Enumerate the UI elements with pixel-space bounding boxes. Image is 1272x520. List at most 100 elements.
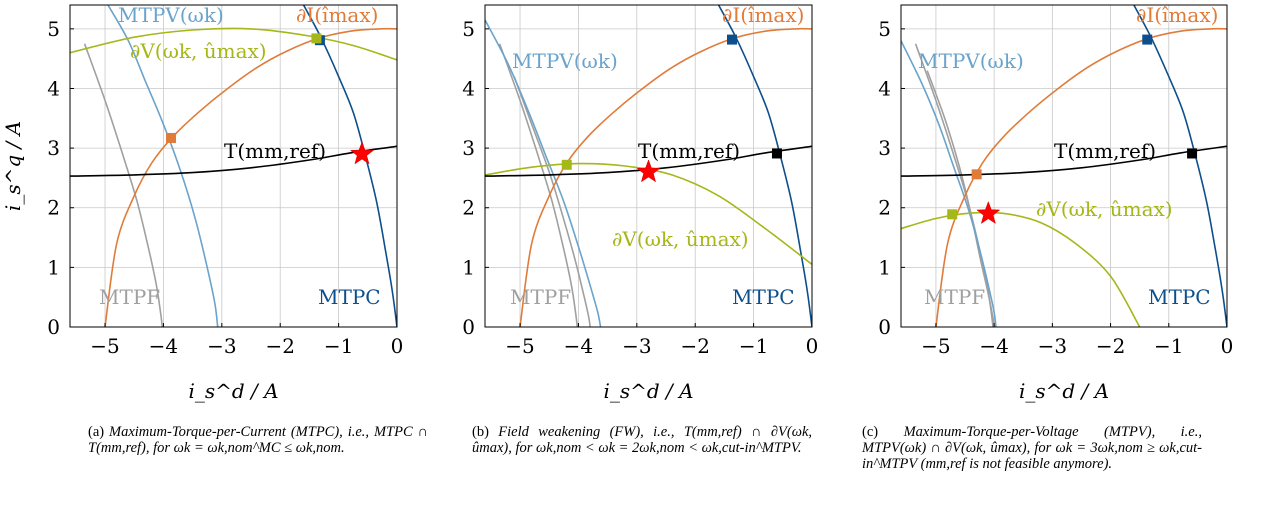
curve-label-current_limit: ∂I(îmax): [722, 3, 804, 27]
marker-star: [976, 200, 1001, 224]
x-tick-label: −2: [265, 334, 294, 358]
caption-tag: (a): [88, 424, 105, 440]
y-tick-label: 0: [878, 315, 891, 339]
marker-square: [1142, 34, 1153, 45]
plot-frame: [900, 4, 1228, 328]
marker-square: [947, 209, 958, 220]
y-tick-label: 1: [462, 255, 475, 279]
x-axis-label: i_s^d / A: [603, 379, 693, 403]
y-tick-label: 4: [878, 76, 891, 100]
x-tick-label: −2: [1096, 334, 1125, 358]
caption-b: (b) Field weakening (FW), i.e., T(mm,ref…: [472, 424, 812, 456]
x-tick-label: −2: [680, 334, 709, 358]
curve-label-mtpf: MTPF: [924, 285, 985, 309]
curve-label-mtpc: MTPC: [1148, 285, 1211, 309]
curve-label-current_limit: ∂I(îmax): [296, 3, 378, 27]
curve-label-current_limit: ∂I(îmax): [1136, 3, 1218, 27]
y-tick-label: 0: [47, 315, 60, 339]
caption-text: Maximum-Torque-per-Current (MTPC), i.e.,…: [88, 424, 429, 456]
series-line-mtpv: [901, 40, 997, 327]
series-line-mtpf: [498, 43, 579, 327]
caption-a: (a) Maximum-Torque-per-Current (MTPC), i…: [88, 424, 428, 456]
y-tick-label: 5: [878, 17, 891, 41]
y-tick-label: 0: [462, 315, 475, 339]
series-line-torque: [70, 145, 397, 177]
panel-b: −5 −4 −3 −2 −1 0 0 1 2 3 4 5 i_s^d / A MTPV(ωk) ∂I(îma…: [462, 3, 818, 403]
marker-square: [771, 148, 782, 159]
curve-label-voltage_limit: ∂V(ωk, ûmax): [130, 39, 267, 63]
y-tick-label: 1: [47, 255, 60, 279]
curve-label-mtpf: MTPF: [99, 285, 160, 309]
marker-square: [561, 159, 572, 170]
series-line-mtpc: [717, 5, 812, 327]
marker-star: [636, 159, 661, 183]
series-line-mtpc: [1133, 5, 1227, 327]
series-line-torque: [901, 145, 1227, 177]
marker-square: [971, 169, 982, 180]
x-tick-label: 0: [1221, 334, 1234, 358]
series-line-current_limit: [104, 27, 397, 327]
series-line-mtpf: [513, 76, 591, 327]
x-axis-label: i_s^d / A: [1019, 379, 1109, 403]
marker-square: [727, 34, 738, 45]
caption-text: Field weakening (FW), i.e., T(mm,ref) ∩ …: [472, 424, 813, 456]
x-tick-label: −3: [622, 334, 651, 358]
curve-label-voltage_limit: ∂V(ωk, ûmax): [612, 227, 749, 251]
y-tick-label: 2: [878, 196, 891, 220]
plot-frame: [484, 4, 813, 328]
x-tick-label: 0: [391, 334, 404, 358]
x-tick-label: −4: [149, 334, 178, 358]
y-tick-label: 3: [462, 136, 475, 160]
curve-label-mtpc: MTPC: [732, 285, 795, 309]
panel-c: −5 −4 −3 −2 −1 0 0 1 2 3 4 5 i_s^d / A MTPV(ωk) ∂I(îma…: [878, 3, 1233, 403]
marker-star: [349, 141, 375, 165]
y-tick-label: 5: [462, 17, 475, 41]
series-line-voltage_limit: [901, 211, 1141, 327]
curve-label-mtpv: MTPV(ωk): [918, 49, 1024, 73]
series-line-mtpc: [302, 5, 397, 327]
series-group: [485, 5, 812, 327]
series-line-torque: [485, 145, 812, 177]
caption-tag: (c): [862, 424, 879, 440]
marker-square: [166, 132, 177, 143]
series-line-voltage_limit: [70, 27, 397, 61]
caption-c: (c) Maximum-Torque-per-Voltage (MTPV), i…: [862, 424, 1202, 472]
x-tick-label: −1: [739, 334, 768, 358]
x-tick-label: −4: [979, 334, 1008, 358]
y-tick-label: 2: [47, 196, 60, 220]
caption-text: Maximum-Torque-per-Voltage (MTPV), i.e.,…: [862, 424, 1202, 472]
x-tick-label: −1: [1154, 334, 1183, 358]
series-line-mtpv: [485, 19, 602, 327]
y-tick-label: 3: [878, 136, 891, 160]
curve-label-voltage_limit: ∂V(ωk, ûmax): [1036, 197, 1173, 221]
series-line-mtpf: [83, 43, 164, 327]
y-tick-label: 1: [878, 255, 891, 279]
series-group: [70, 5, 397, 327]
x-tick-label: −5: [90, 334, 119, 358]
x-tick-label: −3: [207, 334, 236, 358]
series-line-current_limit: [935, 27, 1227, 327]
curve-label-torque: T(mm,ref): [638, 139, 740, 163]
curve-label-torque: T(mm,ref): [1054, 139, 1156, 163]
x-tick-label: 0: [806, 334, 819, 358]
x-tick-label: −5: [921, 334, 950, 358]
y-axis-label: i_s^q / A: [1, 121, 25, 211]
x-tick-label: −4: [564, 334, 593, 358]
plot-frame: [69, 4, 398, 328]
y-tick-label: 5: [47, 17, 60, 41]
marker-square: [311, 33, 322, 44]
panel-a: −5 −4 −3 −2 −1 0 0 1 2 3 4 5 i_s^d / A i_s^q / A MTPV(…: [1, 3, 403, 403]
x-tick-label: −3: [1038, 334, 1067, 358]
curve-label-mtpc: MTPC: [318, 285, 381, 309]
y-tick-label: 2: [462, 196, 475, 220]
y-tick-label: 4: [47, 76, 60, 100]
x-axis-label: i_s^d / A: [188, 379, 278, 403]
curve-label-mtpf: MTPF: [510, 285, 571, 309]
x-tick-label: −1: [324, 334, 353, 358]
x-tick-label: −5: [505, 334, 534, 358]
series-line-current_limit: [519, 27, 812, 327]
y-tick-label: 3: [47, 136, 60, 160]
series-line-mtpv: [107, 5, 219, 327]
curve-label-mtpv: MTPV(ωk): [118, 3, 224, 27]
